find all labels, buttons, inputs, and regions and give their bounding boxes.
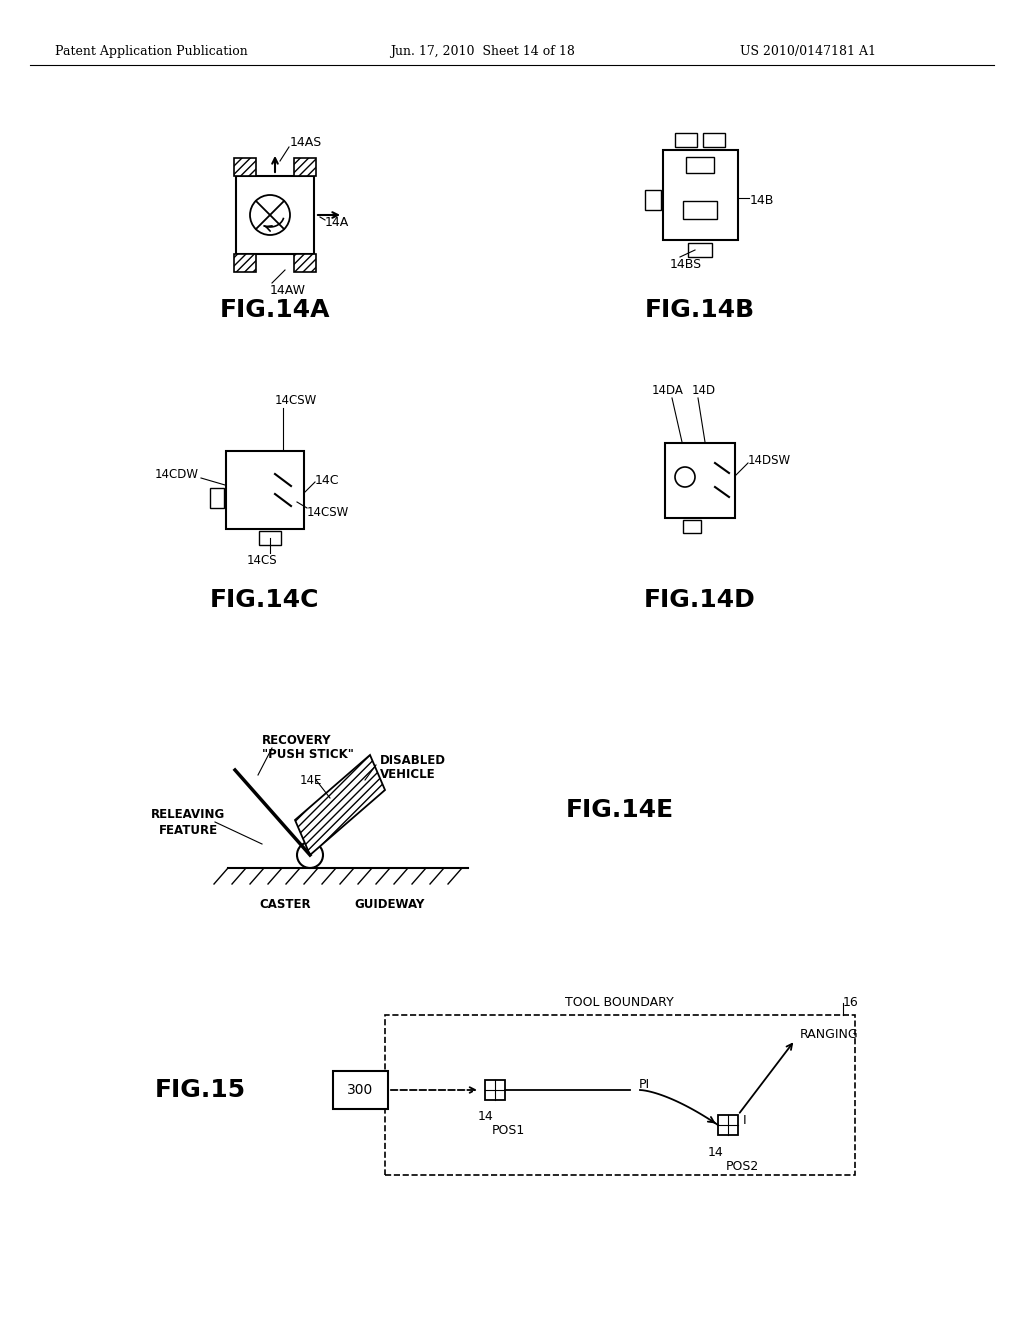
- Text: CASTER: CASTER: [259, 899, 311, 912]
- Text: 14D: 14D: [692, 384, 716, 396]
- Text: 14CSW: 14CSW: [275, 393, 317, 407]
- Text: RANGING: RANGING: [800, 1028, 859, 1041]
- Text: 300: 300: [347, 1082, 373, 1097]
- Bar: [210, 488, 224, 508]
- Bar: [686, 157, 714, 173]
- Text: 14CS: 14CS: [247, 553, 278, 566]
- Bar: [226, 451, 304, 529]
- Text: 14CSW: 14CSW: [307, 506, 349, 519]
- Text: DISABLED: DISABLED: [380, 754, 446, 767]
- Bar: [688, 243, 712, 257]
- Text: Jun. 17, 2010  Sheet 14 of 18: Jun. 17, 2010 Sheet 14 of 18: [390, 45, 574, 58]
- Text: 14B: 14B: [750, 194, 774, 206]
- Bar: [385, 1015, 855, 1175]
- Text: 14CDW: 14CDW: [155, 469, 199, 482]
- Bar: [683, 201, 717, 219]
- Text: "PUSH STICK": "PUSH STICK": [262, 748, 354, 762]
- Text: 14AS: 14AS: [290, 136, 323, 149]
- Text: TOOL BOUNDARY: TOOL BOUNDARY: [565, 995, 674, 1008]
- Bar: [665, 442, 735, 517]
- Text: 14: 14: [708, 1147, 724, 1159]
- Bar: [683, 520, 701, 532]
- Text: FIG.14E: FIG.14E: [566, 799, 674, 822]
- Bar: [485, 1080, 505, 1100]
- Text: VEHICLE: VEHICLE: [380, 768, 435, 781]
- Text: GUIDEWAY: GUIDEWAY: [354, 899, 425, 912]
- Text: 14E: 14E: [300, 774, 323, 787]
- Text: POS1: POS1: [492, 1123, 525, 1137]
- Bar: [675, 133, 697, 147]
- Text: FIG.14A: FIG.14A: [220, 298, 331, 322]
- Circle shape: [250, 195, 290, 235]
- Text: 14DA: 14DA: [652, 384, 684, 396]
- Circle shape: [675, 467, 695, 487]
- Bar: [294, 253, 316, 272]
- Text: RELEAVING: RELEAVING: [151, 808, 225, 821]
- Text: 14DSW: 14DSW: [748, 454, 792, 466]
- Text: FIG.14B: FIG.14B: [645, 298, 755, 322]
- Text: 16: 16: [843, 997, 859, 1010]
- Text: Patent Application Publication: Patent Application Publication: [55, 45, 248, 58]
- Text: 14AW: 14AW: [270, 284, 306, 297]
- Bar: [645, 190, 662, 210]
- Bar: [718, 1115, 738, 1135]
- Text: PI: PI: [639, 1078, 650, 1092]
- Bar: [234, 253, 256, 272]
- Circle shape: [297, 842, 323, 869]
- Text: FIG.14C: FIG.14C: [210, 587, 319, 612]
- Bar: [703, 133, 725, 147]
- Bar: [259, 531, 281, 545]
- Text: 14C: 14C: [315, 474, 340, 487]
- Text: POS2: POS2: [726, 1160, 759, 1173]
- Bar: [333, 1071, 387, 1109]
- Text: I: I: [743, 1114, 746, 1127]
- Text: US 2010/0147181 A1: US 2010/0147181 A1: [740, 45, 876, 58]
- Bar: [294, 158, 316, 176]
- Text: 14A: 14A: [325, 216, 349, 230]
- Bar: [663, 150, 737, 240]
- Bar: [236, 176, 314, 253]
- Bar: [234, 158, 256, 176]
- Text: FIG.14D: FIG.14D: [644, 587, 756, 612]
- Text: 14BS: 14BS: [670, 259, 702, 272]
- Text: FEATURE: FEATURE: [159, 824, 217, 837]
- Polygon shape: [295, 755, 385, 855]
- Text: RECOVERY: RECOVERY: [262, 734, 332, 747]
- Text: 14: 14: [478, 1110, 494, 1123]
- Text: FIG.15: FIG.15: [155, 1078, 246, 1102]
